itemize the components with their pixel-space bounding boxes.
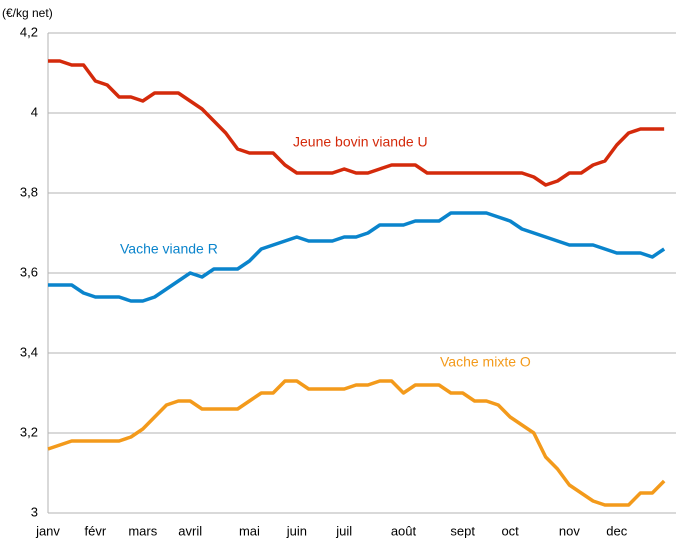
x-tick-label: juil: [335, 523, 352, 538]
series-label: Vache viande R: [120, 241, 218, 257]
x-tick-label: août: [391, 523, 417, 538]
x-tick-label: sept: [450, 523, 475, 538]
x-tick-label: dec: [606, 523, 627, 538]
y-tick-label: 3,8: [20, 184, 38, 199]
y-tick-label: 3,4: [20, 344, 38, 359]
x-tick-label: janv: [35, 523, 60, 538]
x-tick-label: mars: [128, 523, 157, 538]
x-tick-label: oct: [501, 523, 519, 538]
x-tick-label: avril: [178, 523, 202, 538]
x-tick-label: juin: [286, 523, 307, 538]
y-tick-label: 3,6: [20, 264, 38, 279]
x-tick-label: févr: [85, 523, 107, 538]
y-tick-label: 3: [31, 504, 38, 519]
line-series: [48, 211, 666, 303]
line-series: [48, 59, 665, 187]
y-tick-label: 3,2: [20, 424, 38, 439]
y-tick-label: 4,2: [20, 24, 38, 39]
line-series: [47, 379, 666, 507]
series-label: Vache mixte O: [440, 354, 531, 370]
y-tick-label: 4: [31, 104, 38, 119]
series-label: Jeune bovin viande U: [293, 134, 428, 150]
x-tick-label: nov: [559, 523, 580, 538]
x-tick-label: mai: [239, 523, 260, 538]
y-unit: (€/kg net): [2, 6, 53, 20]
